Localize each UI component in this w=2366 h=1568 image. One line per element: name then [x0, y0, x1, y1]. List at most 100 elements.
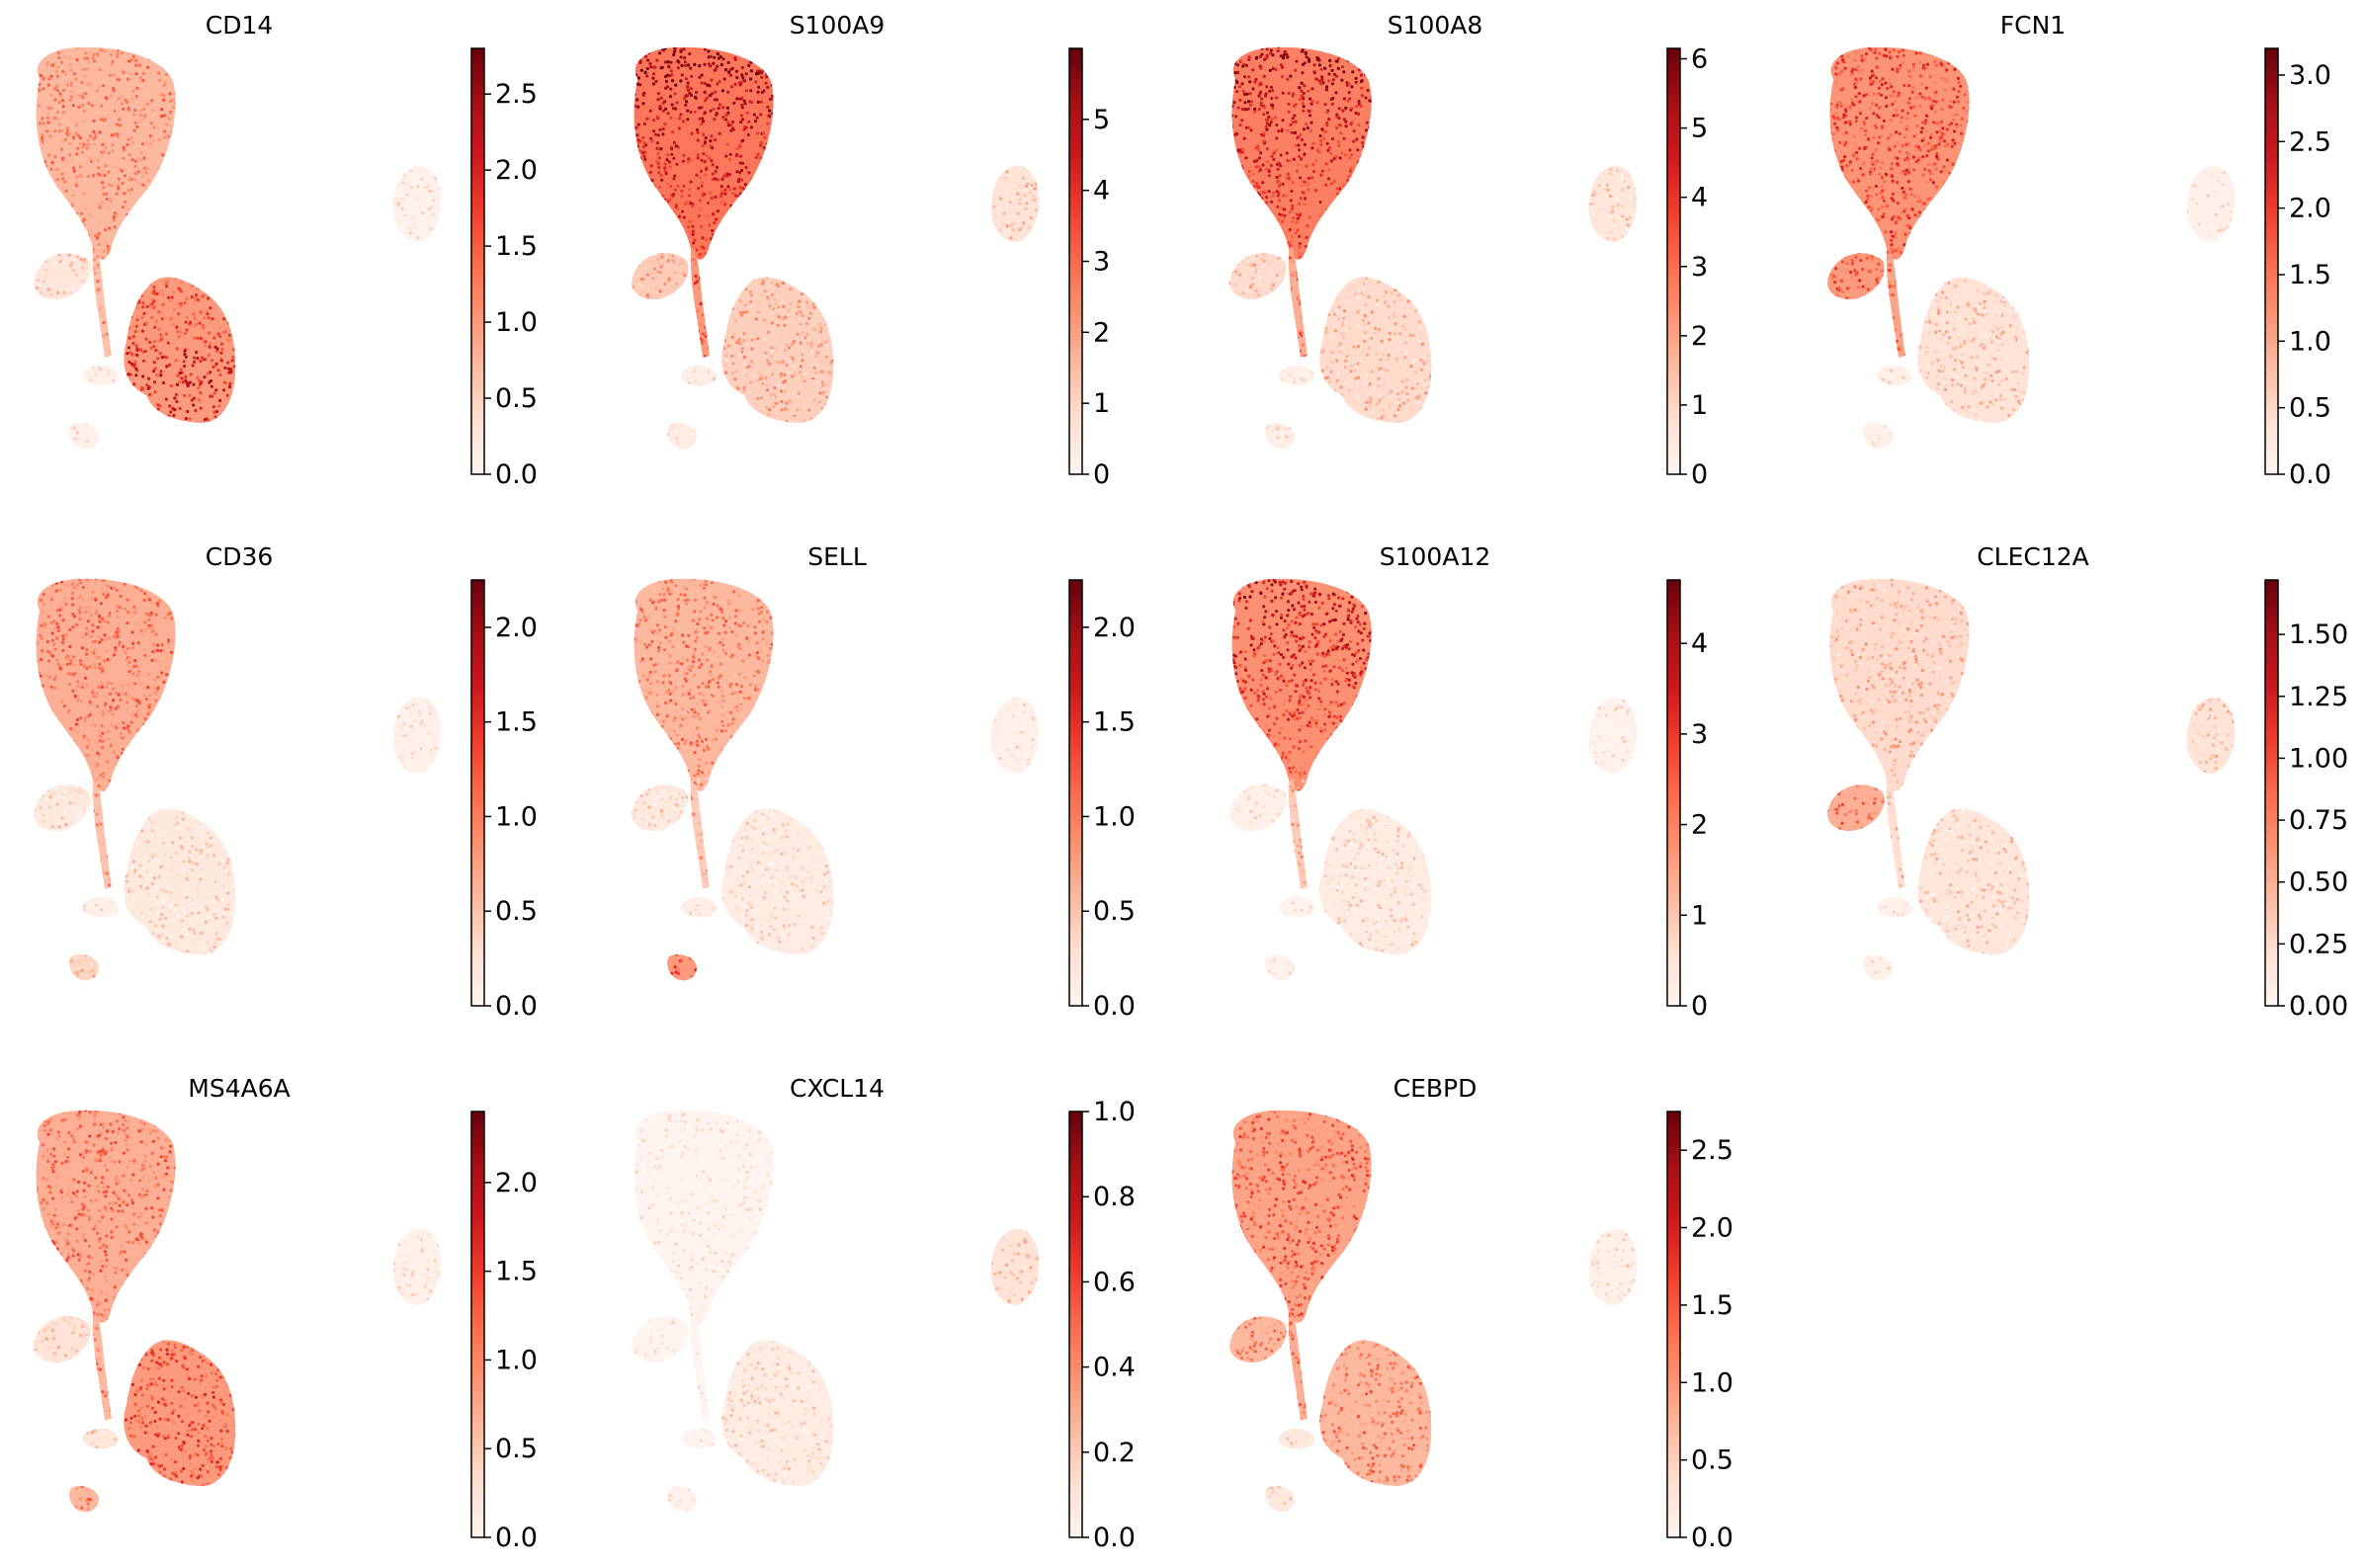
scatter-point [795, 398, 799, 403]
scatter-point [222, 317, 226, 321]
scatter-point [666, 182, 670, 186]
scatter-point [1325, 208, 1329, 212]
scatter-point [1601, 239, 1605, 243]
scatter-point [84, 67, 88, 71]
scatter-point [693, 62, 697, 66]
scatter-point [762, 380, 766, 384]
scatter-point [734, 319, 738, 323]
scatter-point [1410, 273, 1414, 277]
scatter-point [766, 252, 770, 256]
scatter-point [778, 279, 782, 283]
scatter-point [78, 165, 82, 169]
scatter-point [1330, 297, 1334, 301]
scatter-point [209, 421, 212, 426]
scatter-point [777, 71, 781, 75]
scatter-point [665, 242, 669, 246]
scatter-point [688, 219, 692, 223]
scatter-point [735, 97, 739, 101]
scatter-point [146, 213, 150, 217]
scatter-point [834, 289, 838, 292]
scatter-point [104, 228, 108, 232]
scatter-point [694, 379, 698, 383]
scatter-point [739, 299, 743, 303]
scatter-point [104, 362, 108, 366]
scatter-point [740, 211, 744, 215]
scatter-point [1319, 318, 1323, 322]
scatter-point [80, 367, 84, 371]
scatter-point [1260, 97, 1264, 101]
scatter-point [1312, 71, 1316, 75]
scatter-point [985, 198, 989, 202]
scatter-point [408, 226, 412, 230]
scatter-point [30, 247, 33, 250]
scatter-point [818, 304, 822, 308]
scatter-point [1308, 59, 1311, 63]
scatter-point [34, 125, 37, 129]
scatter-point [430, 243, 434, 247]
scatter-point [65, 237, 69, 241]
scatter-point [728, 251, 732, 255]
scatter-point [1274, 116, 1278, 120]
scatter-point [123, 192, 127, 196]
scatter-point [712, 237, 716, 241]
scatter-point [773, 297, 777, 301]
scatter-point [122, 381, 126, 385]
scatter-point [705, 167, 709, 171]
scatter-point [178, 165, 182, 169]
scatter-point [1907, 69, 1911, 73]
scatter-point [410, 215, 414, 219]
scatter-point [133, 121, 137, 124]
scatter-point [672, 245, 677, 249]
scatter-point [1866, 194, 1870, 198]
scatter-point [676, 441, 680, 445]
scatter-point [29, 250, 32, 253]
scatter-point [1326, 177, 1331, 181]
scatter-point [742, 99, 746, 103]
scatter-point [781, 360, 785, 364]
scatter-point [1235, 257, 1239, 261]
scatter-point [217, 277, 221, 281]
scatter-point [1283, 248, 1287, 252]
scatter-point [86, 285, 90, 289]
scatter-point [147, 410, 151, 414]
scatter-point [61, 139, 65, 143]
scatter-point [705, 327, 710, 331]
scatter-point [1292, 157, 1296, 161]
scatter-point [30, 140, 33, 143]
scatter-point [129, 418, 133, 422]
scatter-point [1360, 86, 1364, 90]
scatter-point [1291, 220, 1295, 224]
scatter-point [1344, 46, 1348, 49]
scatter-point [670, 423, 675, 427]
scatter-point [772, 248, 776, 252]
scatter-point [94, 372, 98, 376]
scatter-point [1359, 61, 1363, 65]
scatter-point [1030, 203, 1034, 206]
scatter-point [107, 294, 111, 298]
scatter-point [675, 206, 680, 210]
scatter-point [654, 235, 659, 239]
scatter-point [42, 205, 45, 208]
scatter-point [1344, 185, 1348, 189]
scatter-point [131, 89, 135, 93]
scatter-point [138, 410, 142, 414]
scatter-point [216, 332, 220, 336]
scatter-point [150, 192, 155, 196]
scatter-point [155, 222, 159, 226]
scatter-point [1913, 194, 1917, 198]
scatter-point [413, 166, 417, 170]
scatter-point [144, 169, 148, 173]
scatter-point [1385, 267, 1389, 271]
scatter-point [54, 261, 58, 265]
scatter-point [60, 172, 64, 176]
scatter-point [745, 420, 749, 424]
scatter-point [1243, 101, 1247, 105]
scatter-point [628, 144, 631, 147]
scatter-point [1371, 296, 1375, 301]
scatter-point [210, 281, 214, 285]
scatter-point [1282, 281, 1286, 285]
scatter-point [232, 336, 236, 340]
scatter-point [678, 378, 682, 382]
scatter-point [632, 174, 635, 178]
